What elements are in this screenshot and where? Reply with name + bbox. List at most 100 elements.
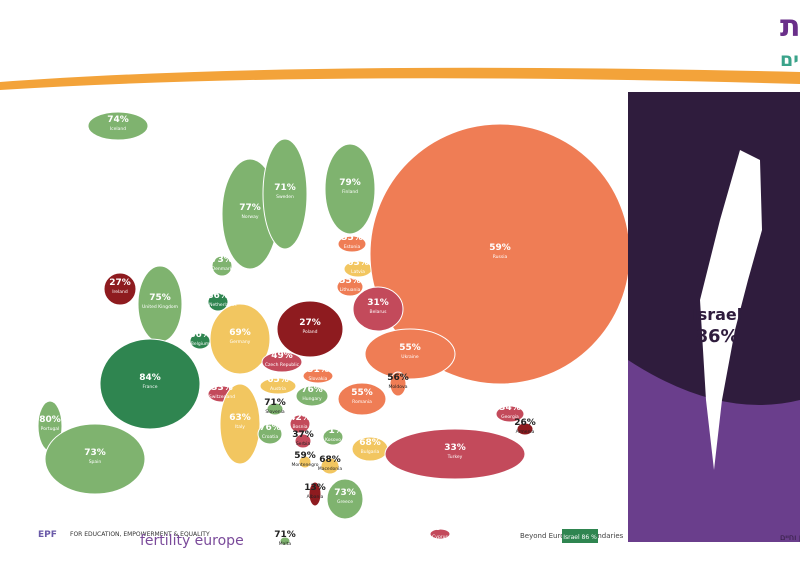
country-name: Hungary xyxy=(302,396,322,402)
country-name: Poland xyxy=(302,329,317,335)
country-value: 27% xyxy=(109,278,131,288)
country-value: 86% xyxy=(207,291,229,301)
country-shape xyxy=(337,235,367,253)
country-shape xyxy=(276,300,344,358)
country-shape xyxy=(295,385,329,407)
country-value: 59% xyxy=(489,243,511,253)
country-value: 55% xyxy=(341,233,363,243)
country-value: 80% xyxy=(39,415,61,425)
country-shape xyxy=(352,286,404,332)
country-name: The Netherlands xyxy=(198,302,237,308)
country-name: France xyxy=(143,384,158,390)
country-name: Iceland xyxy=(110,126,126,132)
country-name: United Kingdom xyxy=(142,304,178,310)
country-shape xyxy=(322,428,344,446)
country-value: 42% xyxy=(289,413,311,423)
country-value: 77% xyxy=(239,203,261,213)
country-name: Lithuania xyxy=(340,287,361,293)
country-shape xyxy=(137,265,183,343)
epf-logo: EPF xyxy=(38,530,57,540)
country-value: 51% xyxy=(307,365,329,375)
country-name: Russia xyxy=(493,254,508,260)
country-name: Moldova xyxy=(389,384,408,390)
country-value: 74% xyxy=(107,115,129,125)
israel-name: Israel xyxy=(692,305,743,324)
country-name: Norway xyxy=(241,214,258,220)
israel-shape xyxy=(700,150,762,470)
country-value: 71% xyxy=(274,530,296,540)
country-value: 75% xyxy=(149,293,171,303)
country-name: Sweden xyxy=(276,194,294,200)
country-shape xyxy=(429,528,451,540)
country-name: Slovenia xyxy=(265,409,284,415)
country-shape xyxy=(364,328,456,380)
country-value: 37% xyxy=(292,430,314,440)
country-shape xyxy=(308,481,322,507)
country-name: Serbia xyxy=(296,441,311,447)
israel-value: 86% xyxy=(695,326,738,347)
country-value: 86% xyxy=(189,330,211,340)
country-name: Spain xyxy=(89,459,102,465)
country-name: Ireland xyxy=(112,289,128,295)
country-shape xyxy=(219,383,261,465)
country-shape xyxy=(298,455,312,469)
country-shape xyxy=(99,338,201,430)
country-value: 55% xyxy=(351,388,373,398)
country-value: 63% xyxy=(229,413,251,423)
country-shape xyxy=(209,303,271,375)
country-value: 84% xyxy=(139,373,161,383)
country-value: 55% xyxy=(399,343,421,353)
country-name: Switzerland xyxy=(209,394,235,400)
country-shape xyxy=(302,368,334,384)
country-value: 49% xyxy=(271,351,293,361)
country-shape xyxy=(207,292,229,312)
country-name: Estonia xyxy=(344,244,361,250)
country-name: Bulgaria xyxy=(361,449,380,455)
country-value: 71% xyxy=(274,183,296,193)
country-shape xyxy=(103,272,137,306)
country-value: 73% xyxy=(211,255,233,265)
country-value: 59% xyxy=(294,451,316,461)
country-name: Romania xyxy=(352,399,372,405)
country-name: Slovakia xyxy=(309,376,328,382)
country-shape xyxy=(389,371,407,397)
country-name: Albania xyxy=(307,494,324,500)
country-value: 73% xyxy=(84,448,106,458)
country-name: Malta xyxy=(279,541,292,547)
org-logo: עמותת חן לפריון וחיים xyxy=(780,533,800,542)
country-shape xyxy=(261,351,303,373)
country-shape xyxy=(320,457,340,475)
country-value: 55% xyxy=(339,276,361,286)
country-name: Germany xyxy=(230,339,251,345)
country-name: Italy xyxy=(235,424,245,430)
country-shape xyxy=(44,423,146,495)
country-value: 71% xyxy=(264,398,286,408)
country-shape xyxy=(289,414,311,434)
country-value: 31% xyxy=(367,298,389,308)
country-value: 68% xyxy=(319,455,341,465)
country-name: Latvia xyxy=(351,269,365,275)
country-value: 33% xyxy=(211,383,233,393)
country-value: 27% xyxy=(299,318,321,328)
country-value: 26% xyxy=(514,418,536,428)
country-name: Cyprus xyxy=(432,534,448,540)
country-shape xyxy=(211,255,233,277)
country-value: 79% xyxy=(339,178,361,188)
country-shape xyxy=(87,111,149,141)
country-name: Kosovo xyxy=(325,437,341,443)
fertility-logo: fertility europe xyxy=(140,533,244,549)
country-name: Belgium xyxy=(191,341,209,347)
title: ישראל במקום הראשון באירופה באיכות טיפולי… xyxy=(780,9,800,44)
epf-text: FOR EDUCATION, EMPOWERMENT & EQUALITY xyxy=(70,531,210,538)
country-shape xyxy=(257,423,283,445)
country-name: Finland xyxy=(342,189,358,195)
country-name: Montenegro xyxy=(291,462,318,468)
country-name: Armenia xyxy=(516,429,535,435)
country-name: Belarus xyxy=(370,309,388,315)
country-shape xyxy=(294,433,312,449)
country-value: 34% xyxy=(499,403,521,413)
swoosh xyxy=(0,67,800,90)
country-value: 68% xyxy=(359,438,381,448)
country-value: 63% xyxy=(347,258,369,268)
